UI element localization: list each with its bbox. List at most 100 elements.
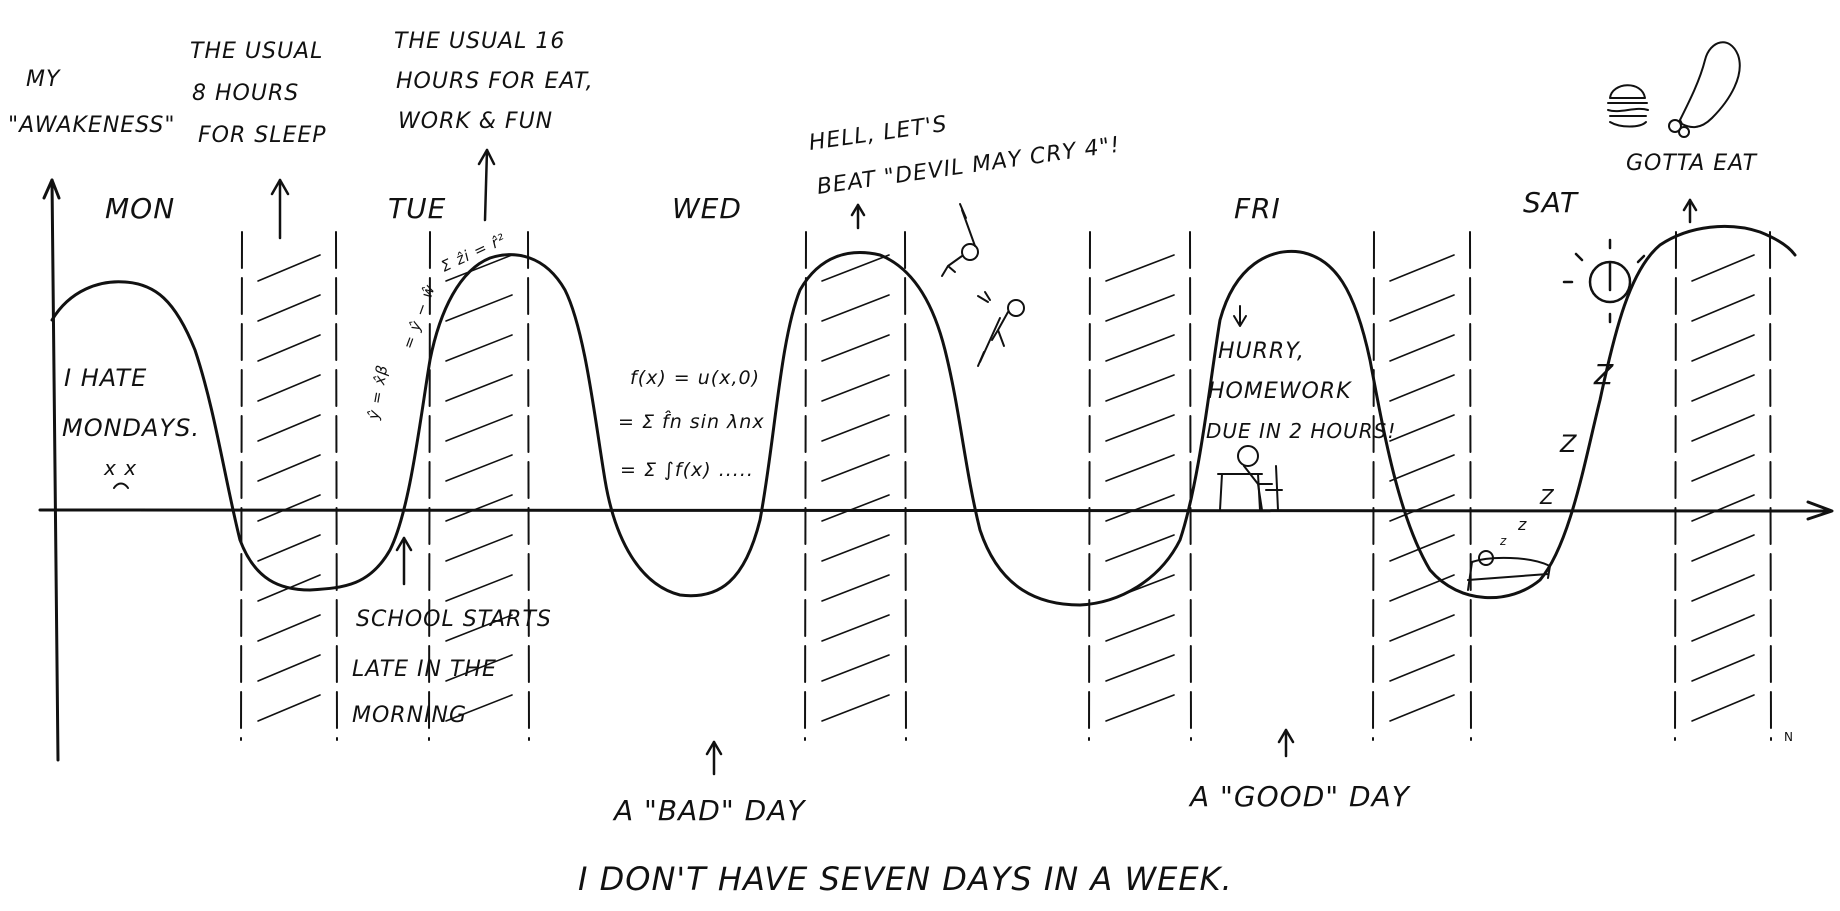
day-label-sat: SAT xyxy=(1523,186,1579,219)
day-label-tue: TUE xyxy=(388,192,446,225)
sleep-band-hatch xyxy=(821,694,890,722)
tue-math-line2: = ŷ − ŵ xyxy=(399,282,439,352)
sleep-band-hatch xyxy=(1105,254,1175,282)
sleep-band-hatch xyxy=(1105,374,1175,402)
sleep-band-hatch xyxy=(445,414,513,442)
day-label-wed: WED xyxy=(672,192,742,225)
homework-note-arrowhead xyxy=(1233,315,1247,327)
y-axis-label-line1: MY xyxy=(26,67,61,92)
sleep-band-hatch xyxy=(257,294,321,322)
sleep-band-hatch xyxy=(257,454,321,482)
y-axis-label-line2: "AWAKENESS" xyxy=(8,113,175,138)
sleep-band-hatch xyxy=(257,494,321,522)
sleep-band-hatch xyxy=(257,654,321,682)
zzz-1: Z xyxy=(1593,358,1614,391)
sleep-band-hatch xyxy=(1691,534,1755,562)
sleep-band-edge xyxy=(240,231,243,741)
sleep-band-hatch xyxy=(445,534,513,562)
sleep-band-edge xyxy=(904,231,907,741)
sleep-note-line3: FOR SLEEP xyxy=(198,123,327,148)
sleep-band-edge xyxy=(1469,231,1472,741)
sleep-band-hatch xyxy=(1105,414,1175,442)
zzz-4: z xyxy=(1517,515,1527,534)
sleep-band-hatch xyxy=(821,254,890,282)
tue-math-line1: ŷ = x̂β xyxy=(364,363,392,422)
food-doodle xyxy=(1607,41,1741,138)
school-note-arrowhead xyxy=(395,536,413,552)
sleep-band-edge xyxy=(1372,231,1375,741)
sleep-band-hatch xyxy=(1691,694,1755,722)
sleep-band-hatch xyxy=(445,254,513,282)
sleep-band-hatch xyxy=(445,334,513,362)
sleep-band-hatch xyxy=(257,414,321,442)
sleep-band-hatch xyxy=(1691,414,1755,442)
awake-note-line2: HOURS FOR EAT, xyxy=(396,69,594,94)
sleep-band-hatch xyxy=(1691,374,1755,402)
sleep-band-hatch xyxy=(1105,694,1175,722)
sword-fighters-doodle xyxy=(941,203,1025,367)
awake-note-line3: WORK & FUN xyxy=(398,109,553,134)
homework-note-line2: HOMEWORK xyxy=(1208,379,1352,404)
day-label-mon: MON xyxy=(105,192,175,225)
zzz-5: z xyxy=(1499,534,1507,548)
sleep-band-hatch xyxy=(1105,294,1175,322)
sleep-band-hatch xyxy=(1105,494,1175,522)
sleep-band-hatch xyxy=(821,614,890,642)
sleep-band-edge xyxy=(527,231,530,741)
monday-face-eyes: x x xyxy=(103,456,137,480)
sleep-band-hatch xyxy=(1389,414,1455,442)
school-note-line3: MORNING xyxy=(352,703,467,728)
desk-doodle xyxy=(1217,445,1283,511)
zzz-2: Z xyxy=(1559,430,1577,458)
sleep-band-hatch xyxy=(821,454,890,482)
sleep-band-hatch xyxy=(1389,614,1455,642)
sleep-band-hatch xyxy=(445,494,513,522)
y-axis xyxy=(50,178,60,762)
sleep-band-hatch xyxy=(445,654,513,682)
sleep-band-hatch xyxy=(1389,334,1455,362)
eat-note: GOTTA EAT xyxy=(1626,151,1758,176)
x-axis-arrowhead xyxy=(1806,500,1834,521)
sleep-band-hatch xyxy=(821,334,890,362)
sleep-band-edge xyxy=(1189,231,1192,741)
game-note-line1: HELL, LET'S xyxy=(807,112,949,156)
homework-note-line1: HURRY, xyxy=(1218,339,1305,364)
sleep-band-hatch xyxy=(821,294,890,322)
sleep-band-hatch xyxy=(821,534,890,562)
wed-math-line1: f(x) = u(x,0) xyxy=(630,367,760,389)
zzz-3: Z xyxy=(1539,485,1555,509)
sleep-band-hatch xyxy=(445,294,513,322)
sleep-band-hatch xyxy=(257,254,321,282)
sleep-band-hatch xyxy=(1389,374,1455,402)
sleep-band-hatch xyxy=(821,414,890,442)
monday-note-line2: MONDAYS. xyxy=(62,414,200,442)
sleep-band-hatch xyxy=(445,574,513,602)
monday-face-mouth xyxy=(113,482,129,489)
sleep-note-line2: 8 HOURS xyxy=(192,81,299,106)
sleep-band-hatch xyxy=(257,694,321,722)
good-day-label: A "GOOD" DAY xyxy=(1188,780,1411,813)
sleep-note-arrowhead xyxy=(270,178,290,196)
wed-math-line3: = Σ ∫f(x) ..... xyxy=(620,459,754,481)
homework-note-line3: DUE IN 2 HOURS! xyxy=(1206,419,1396,443)
sleep-band-hatch xyxy=(1691,614,1755,642)
sleep-band-hatch xyxy=(821,654,890,682)
awakeness-curve xyxy=(50,224,1797,607)
sleep-band-hatch xyxy=(1691,334,1755,362)
sleep-band-hatch xyxy=(1105,534,1175,562)
sleep-band-hatch xyxy=(1389,294,1455,322)
day-label-fri: FRI xyxy=(1234,192,1281,225)
sleep-band-edge xyxy=(1088,231,1091,741)
sleep-band-hatch xyxy=(1691,254,1755,282)
sleep-note-line1: THE USUAL xyxy=(190,39,323,64)
awake-note-arrow xyxy=(483,148,489,222)
sleep-band-edge xyxy=(428,231,431,741)
sleep-band-hatch xyxy=(1389,654,1455,682)
sun-doodle xyxy=(1562,238,1646,324)
sleep-band-hatch xyxy=(1389,574,1455,602)
sleep-band-hatch xyxy=(1105,614,1175,642)
school-note-line2: LATE IN THE xyxy=(352,657,497,682)
sleep-band-edge xyxy=(1674,231,1677,741)
sleep-band-hatch xyxy=(257,614,321,642)
